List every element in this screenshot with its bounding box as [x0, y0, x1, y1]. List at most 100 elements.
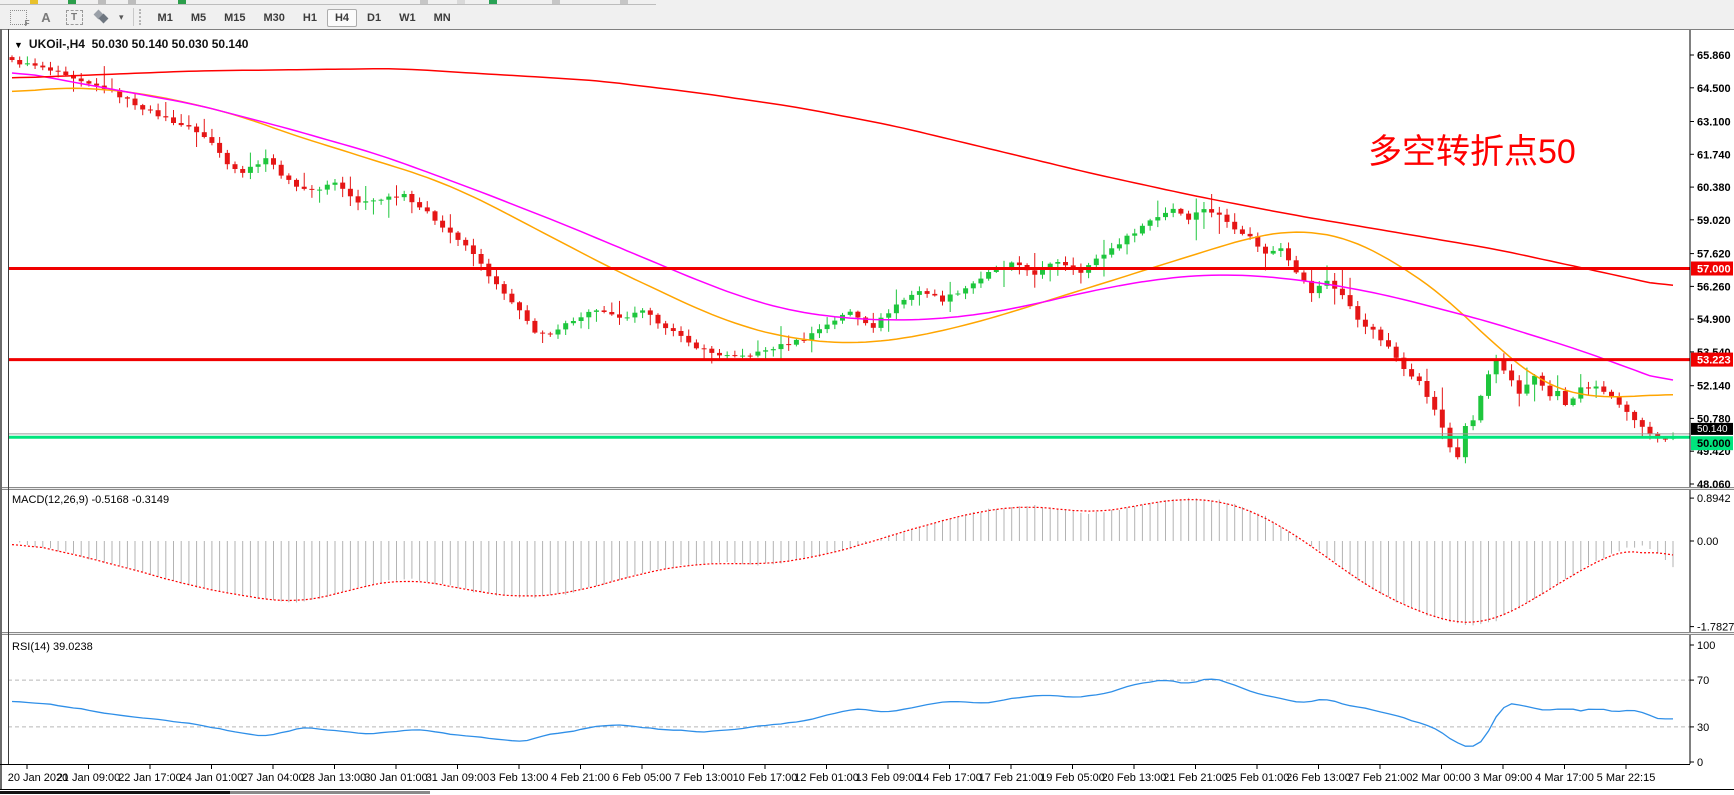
- scrollbar-thumb[interactable]: [0, 791, 230, 794]
- candle-body: [1101, 254, 1107, 259]
- time-label: 22 Jan 17:00: [118, 772, 182, 784]
- horizontal-scrollbar[interactable]: [230, 791, 430, 794]
- candle-body: [1286, 248, 1291, 261]
- candle-body: [147, 109, 153, 111]
- toolbar-edge: [0, 4, 656, 5]
- time-label: 25 Feb 01:00: [1225, 772, 1290, 784]
- candle-body: [1647, 426, 1653, 434]
- time-label: 20 Feb 13:00: [1102, 772, 1167, 784]
- clipped-icon: [457, 0, 465, 4]
- candle-body: [517, 302, 522, 311]
- macd-signal-line: [11, 498, 1674, 623]
- candle-body: [863, 317, 869, 324]
- candle-body: [447, 227, 453, 233]
- candle-body: [1662, 438, 1668, 440]
- candle-body: [1216, 212, 1222, 215]
- toolbar-grip-handle[interactable]: [138, 9, 145, 25]
- candle-body: [709, 348, 715, 353]
- text-tool-button[interactable]: A: [34, 7, 58, 27]
- candle-body: [32, 63, 38, 66]
- candle-body: [1616, 396, 1622, 405]
- candle-body: [509, 293, 515, 303]
- candle-body: [970, 283, 976, 289]
- candle-body: [578, 317, 584, 321]
- chart-window[interactable]: 65.860 64.500 63.100 61.740 60.380 59.020 57.6…: [0, 29, 1734, 795]
- panel-divider[interactable]: [0, 487, 1734, 490]
- candle-body: [17, 60, 23, 65]
- candle-body: [1632, 411, 1638, 421]
- timeframe-button-w1[interactable]: W1: [391, 9, 424, 27]
- candle-body: [1139, 225, 1145, 234]
- candle-body: [1409, 369, 1415, 377]
- candle-body: [494, 276, 499, 285]
- candle-body: [1078, 268, 1084, 273]
- candle-body: [878, 317, 884, 328]
- fibonacci-tool-button[interactable]: F: [6, 7, 30, 28]
- candle-body: [763, 350, 769, 352]
- candle-body: [670, 328, 676, 331]
- timeframe-button-h4[interactable]: H4: [326, 8, 358, 27]
- candle-body: [624, 317, 630, 319]
- candle-body: [178, 123, 184, 126]
- time-label: 27 Feb 21:00: [1348, 772, 1413, 784]
- candle-body: [386, 196, 392, 200]
- price-axis: 65.860 64.500 63.100 61.740 60.380 59.020 57.6…: [1690, 50, 1733, 491]
- candle-body: [1339, 288, 1345, 296]
- candle-body: [86, 81, 92, 84]
- text-label-tool-button[interactable]: T: [62, 7, 86, 27]
- price-tick-label: 59.020: [1697, 215, 1731, 227]
- candle-body: [1539, 375, 1545, 386]
- candle-body: [701, 348, 707, 350]
- candle-body: [1586, 387, 1591, 389]
- candle-body: [1116, 244, 1122, 249]
- panel-divider[interactable]: [0, 632, 1734, 635]
- candle-body: [124, 97, 130, 99]
- candle-body: [470, 245, 476, 254]
- candle-body: [1355, 306, 1361, 320]
- candle-body: [1155, 217, 1161, 221]
- timeframe-button-h1[interactable]: H1: [295, 9, 325, 27]
- candle-body: [1293, 260, 1299, 273]
- candle-body: [1163, 212, 1168, 218]
- candle-body: [455, 232, 461, 240]
- price-line-badge-label: 57.000: [1697, 264, 1731, 276]
- timeframe-button-m1[interactable]: M1: [150, 9, 181, 27]
- candle-body: [978, 278, 984, 284]
- candle-body: [271, 158, 276, 165]
- candle-body: [963, 288, 969, 294]
- timeframe-button-m15[interactable]: M15: [216, 9, 253, 27]
- candle-body: [540, 332, 546, 334]
- candle-body: [1309, 280, 1315, 294]
- time-label: 4 Feb 21:00: [551, 772, 610, 784]
- time-label: 21 Jan 09:00: [57, 772, 121, 784]
- candle-body: [786, 344, 792, 346]
- text-label-icon: T: [65, 9, 83, 25]
- timeframe-button-d1[interactable]: D1: [359, 9, 389, 27]
- candle-body: [209, 137, 215, 143]
- candle-body: [163, 116, 169, 118]
- timeframe-button-m5[interactable]: M5: [183, 9, 214, 27]
- candle-body: [732, 355, 738, 357]
- arrows-tool-button[interactable]: [90, 7, 114, 27]
- candle-body: [1493, 359, 1499, 375]
- candle-body: [1093, 258, 1099, 266]
- arrows-dropdown-icon[interactable]: ▾: [119, 11, 124, 22]
- price-tick-label: 63.100: [1697, 117, 1731, 129]
- candle-body: [1462, 426, 1468, 458]
- candle-body: [993, 268, 999, 272]
- candle-body: [1601, 386, 1607, 392]
- candle-body: [1324, 280, 1330, 286]
- chart-canvas[interactable]: 65.860 64.500 63.100 61.740 60.380 59.020 57.6…: [0, 29, 1734, 795]
- candle-body: [1486, 374, 1491, 396]
- candle-body: [186, 125, 192, 127]
- candle-body: [801, 339, 807, 341]
- time-label: 6 Feb 05:00: [613, 772, 672, 784]
- timeframe-button-m30[interactable]: M30: [256, 9, 293, 27]
- candle-body: [870, 323, 876, 328]
- candle-body: [63, 71, 69, 75]
- time-label: 31 Jan 09:00: [426, 772, 490, 784]
- time-label: 10 Feb 17:00: [733, 772, 798, 784]
- timeframe-button-mn[interactable]: MN: [426, 9, 459, 27]
